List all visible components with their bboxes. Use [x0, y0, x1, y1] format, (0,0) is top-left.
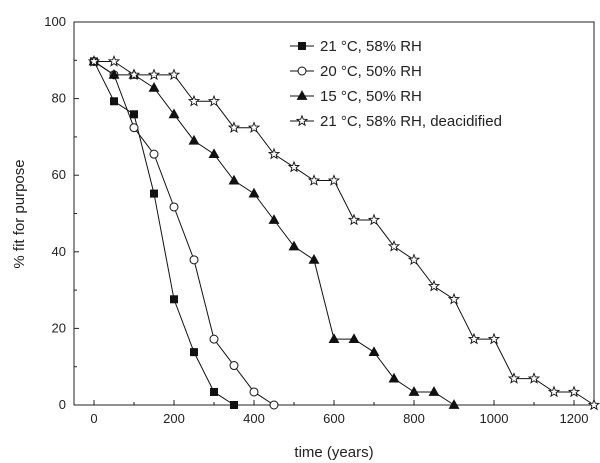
y-tick-label: 100 — [44, 14, 66, 29]
legend-marker — [297, 66, 307, 76]
legend-marker — [295, 114, 309, 127]
data-point — [209, 334, 219, 344]
x-axis-ticks: 0 200 400 600 800 1000 1200 — [90, 400, 588, 426]
data-point — [587, 398, 600, 411]
data-point — [567, 385, 581, 398]
data-point — [207, 94, 221, 107]
data-point — [387, 239, 401, 252]
data-point — [107, 54, 121, 67]
data-point — [228, 174, 240, 185]
x-tick-label: 1000 — [480, 411, 509, 426]
data-point — [407, 253, 421, 266]
data-point — [148, 82, 160, 92]
x-tick-label: 800 — [403, 411, 425, 426]
y-tick-label: 0 — [59, 397, 66, 412]
legend-entry: 20 °C, 50% RH — [290, 63, 422, 80]
data-point — [190, 348, 198, 357]
data-point — [347, 213, 361, 226]
x-tick-label: 200 — [163, 411, 185, 426]
data-point — [268, 214, 280, 224]
data-point — [249, 387, 259, 397]
series-line — [93, 61, 235, 406]
y-tick-label: 40 — [52, 244, 66, 259]
legend-entry: 15 °C, 50% RH — [290, 88, 422, 105]
data-point — [388, 372, 400, 383]
data-point — [188, 134, 200, 145]
data-point — [230, 401, 238, 409]
data-point — [147, 68, 161, 81]
data-point — [169, 202, 179, 212]
series-3 — [88, 55, 460, 409]
data-point — [467, 332, 481, 345]
x-tick-label: 600 — [323, 411, 345, 426]
data-point — [487, 332, 501, 345]
data-point — [428, 386, 440, 396]
data-point — [448, 399, 460, 409]
y-axis-ticks: 0 20 40 60 80 100 — [44, 14, 79, 412]
data-point — [267, 147, 281, 160]
y-tick-label: 60 — [52, 167, 66, 182]
x-tick-label: 400 — [243, 411, 265, 426]
data-point — [210, 387, 218, 396]
legend-entry: 21 °C, 58% RH, deacidified — [290, 113, 502, 130]
data-point — [348, 333, 360, 344]
y-axis-title: % fit for purpose — [11, 159, 28, 268]
data-point — [367, 213, 381, 226]
data-point — [187, 94, 201, 107]
legend: 21 °C, 58% RH 20 °C, 50% RH 15 °C, 50% RH 2… — [290, 38, 502, 130]
data-point — [150, 189, 158, 198]
y-tick-label: 20 — [52, 320, 66, 335]
data-point — [149, 149, 159, 159]
data-point — [170, 295, 178, 304]
data-point — [129, 123, 139, 133]
legend-label: 15 °C, 50% RH — [320, 88, 422, 105]
data-point — [368, 346, 380, 357]
data-point — [327, 174, 341, 186]
data-point — [308, 254, 320, 264]
series-layer — [87, 54, 600, 411]
series-4 — [87, 54, 600, 411]
data-point — [108, 69, 120, 79]
series-line — [93, 61, 275, 406]
x-tick-label: 0 — [90, 411, 97, 426]
data-point — [227, 121, 241, 133]
data-point — [189, 255, 199, 265]
data-point — [547, 385, 561, 398]
data-point — [208, 148, 220, 159]
data-point — [288, 240, 300, 251]
data-point — [447, 292, 461, 305]
data-point — [167, 68, 181, 81]
data-point — [168, 108, 180, 119]
data-point — [127, 68, 141, 81]
series-2 — [89, 56, 279, 410]
data-point — [110, 97, 118, 106]
x-axis-title: time (years) — [294, 444, 373, 461]
data-point — [269, 400, 279, 410]
data-point — [248, 187, 260, 198]
data-point — [307, 174, 321, 186]
data-point — [427, 279, 441, 292]
legend-label: 21 °C, 58% RH, deacidified — [320, 113, 502, 130]
data-point — [328, 333, 340, 344]
legend-marker — [298, 42, 306, 50]
data-point — [247, 121, 261, 133]
legend-label: 20 °C, 50% RH — [320, 63, 422, 80]
legend-entry: 21 °C, 58% RH — [290, 38, 422, 55]
data-point — [287, 160, 301, 173]
series-1 — [90, 57, 238, 409]
data-point — [527, 372, 541, 384]
x-tick-label: 1200 — [560, 411, 589, 426]
data-point — [229, 361, 239, 371]
data-point — [507, 372, 521, 384]
data-point — [130, 110, 138, 119]
legend-marker — [296, 90, 308, 100]
data-point — [408, 386, 420, 396]
data-point — [87, 54, 101, 67]
legend-label: 21 °C, 58% RH — [320, 38, 422, 55]
y-tick-label: 80 — [52, 91, 66, 106]
